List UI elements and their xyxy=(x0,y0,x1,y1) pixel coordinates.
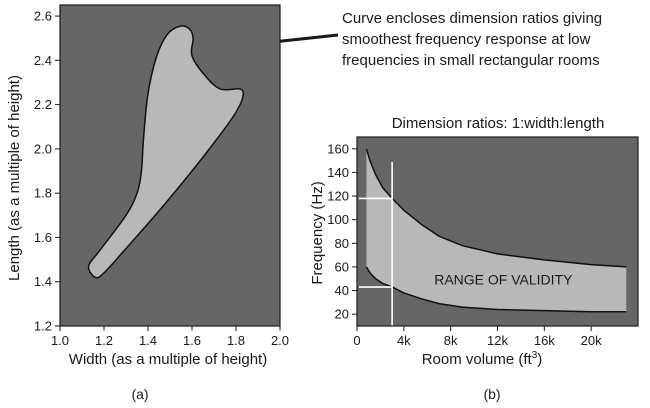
chart-b-ytick-label: 80 xyxy=(335,236,349,251)
chart-a-ytick-label: 1.2 xyxy=(34,319,52,334)
chart-b-xlabel-sup: 3 xyxy=(532,350,538,361)
chart-a-xtick-label: 1.6 xyxy=(183,333,201,348)
annotation: Curve encloses dimension ratios giving s… xyxy=(342,10,602,69)
annotation-line-1: Curve encloses dimension ratios giving xyxy=(342,10,602,27)
chart-a-y-axis: 1.2 1.4 1.6 1.8 2.0 2.2 2.4 2.6 xyxy=(34,9,60,334)
chart-a-ytick-label: 1.6 xyxy=(34,230,52,245)
chart-a-ylabel: Length (as a multiple of height) xyxy=(6,75,23,281)
chart-a-region xyxy=(87,25,245,279)
chart-b-upper-curve xyxy=(365,148,627,268)
chart-a-xtick-label: 1.0 xyxy=(51,333,69,348)
chart-a-x-axis: 1.0 1.2 1.4 1.6 1.8 2.0 xyxy=(51,326,289,348)
chart-a-ytick-label: 2.0 xyxy=(34,141,52,156)
chart-b-xlabel: Room volume (ft3) xyxy=(422,350,543,368)
annotation-line-2: smoothest frequency response at low xyxy=(342,31,591,48)
chart-a-ytick-label: 2.2 xyxy=(34,97,52,112)
chart-b-ytick-label: 160 xyxy=(327,141,349,156)
chart-a-xtick-label: 1.4 xyxy=(139,333,157,348)
chart-b-ytick-label: 100 xyxy=(327,212,349,227)
chart-b-ytick-label: 120 xyxy=(327,189,349,204)
chart-a: 1.0 1.2 1.4 1.6 1.8 2.0 1.21.41.61.82.02.22.4… xyxy=(6,4,289,402)
chart-b-lower-curve xyxy=(365,266,627,313)
annotation-line-3: frequencies in small rectangular rooms xyxy=(342,52,600,69)
chart-b-region-label: RANGE OF VALIDITY xyxy=(434,272,573,288)
chart-b-x-axis: 0 4k 8k 12k 16k 20k xyxy=(353,326,602,348)
chart-a-xtick-label: 1.8 xyxy=(227,333,245,348)
chart-b-ytick-label: 20 xyxy=(335,307,349,322)
chart-b-y-axis: 20 40 60 80 100 120 140 160 xyxy=(327,141,357,322)
chart-b-xtick-label: 4k xyxy=(397,333,411,348)
chart-a-panel-label: (a) xyxy=(131,386,148,402)
chart-a-ytick-label: 2.4 xyxy=(34,53,52,68)
chart-b-xtick-label: 0 xyxy=(353,333,360,348)
chart-b: Dimension ratios: 1:width:length RANGE O… xyxy=(309,115,639,402)
chart-b-validity-region xyxy=(366,148,627,312)
chart-b-xtick-label: 20k xyxy=(581,333,602,348)
chart-b-ytick-label: 140 xyxy=(327,165,349,180)
chart-a-frame xyxy=(59,4,281,327)
chart-a-ytick-label: 1.8 xyxy=(34,186,52,201)
chart-b-ylabel: Frequency (Hz) xyxy=(309,181,326,284)
chart-a-xlabel: Width (as a multiple of height) xyxy=(69,351,267,368)
chart-b-ytick-label: 60 xyxy=(335,259,349,274)
chart-b-ytick-label: 40 xyxy=(335,283,349,298)
chart-b-xtick-label: 8k xyxy=(444,333,458,348)
chart-a-xtick-label: 2.0 xyxy=(271,333,289,348)
chart-b-panel-label: (b) xyxy=(483,386,500,402)
chart-b-xlabel-main: Room volume (ft xyxy=(422,351,533,368)
chart-b-xtick-label: 16k xyxy=(534,333,555,348)
chart-a-xtick-label: 1.2 xyxy=(95,333,113,348)
chart-b-xtick-label: 12k xyxy=(487,333,508,348)
chart-b-title: Dimension ratios: 1:width:length xyxy=(392,115,605,132)
chart-a-ytick-label: 2.6 xyxy=(34,9,52,24)
chart-a-ytick-label: 1.4 xyxy=(34,274,52,289)
chart-b-xlabel-end: ) xyxy=(537,351,542,368)
